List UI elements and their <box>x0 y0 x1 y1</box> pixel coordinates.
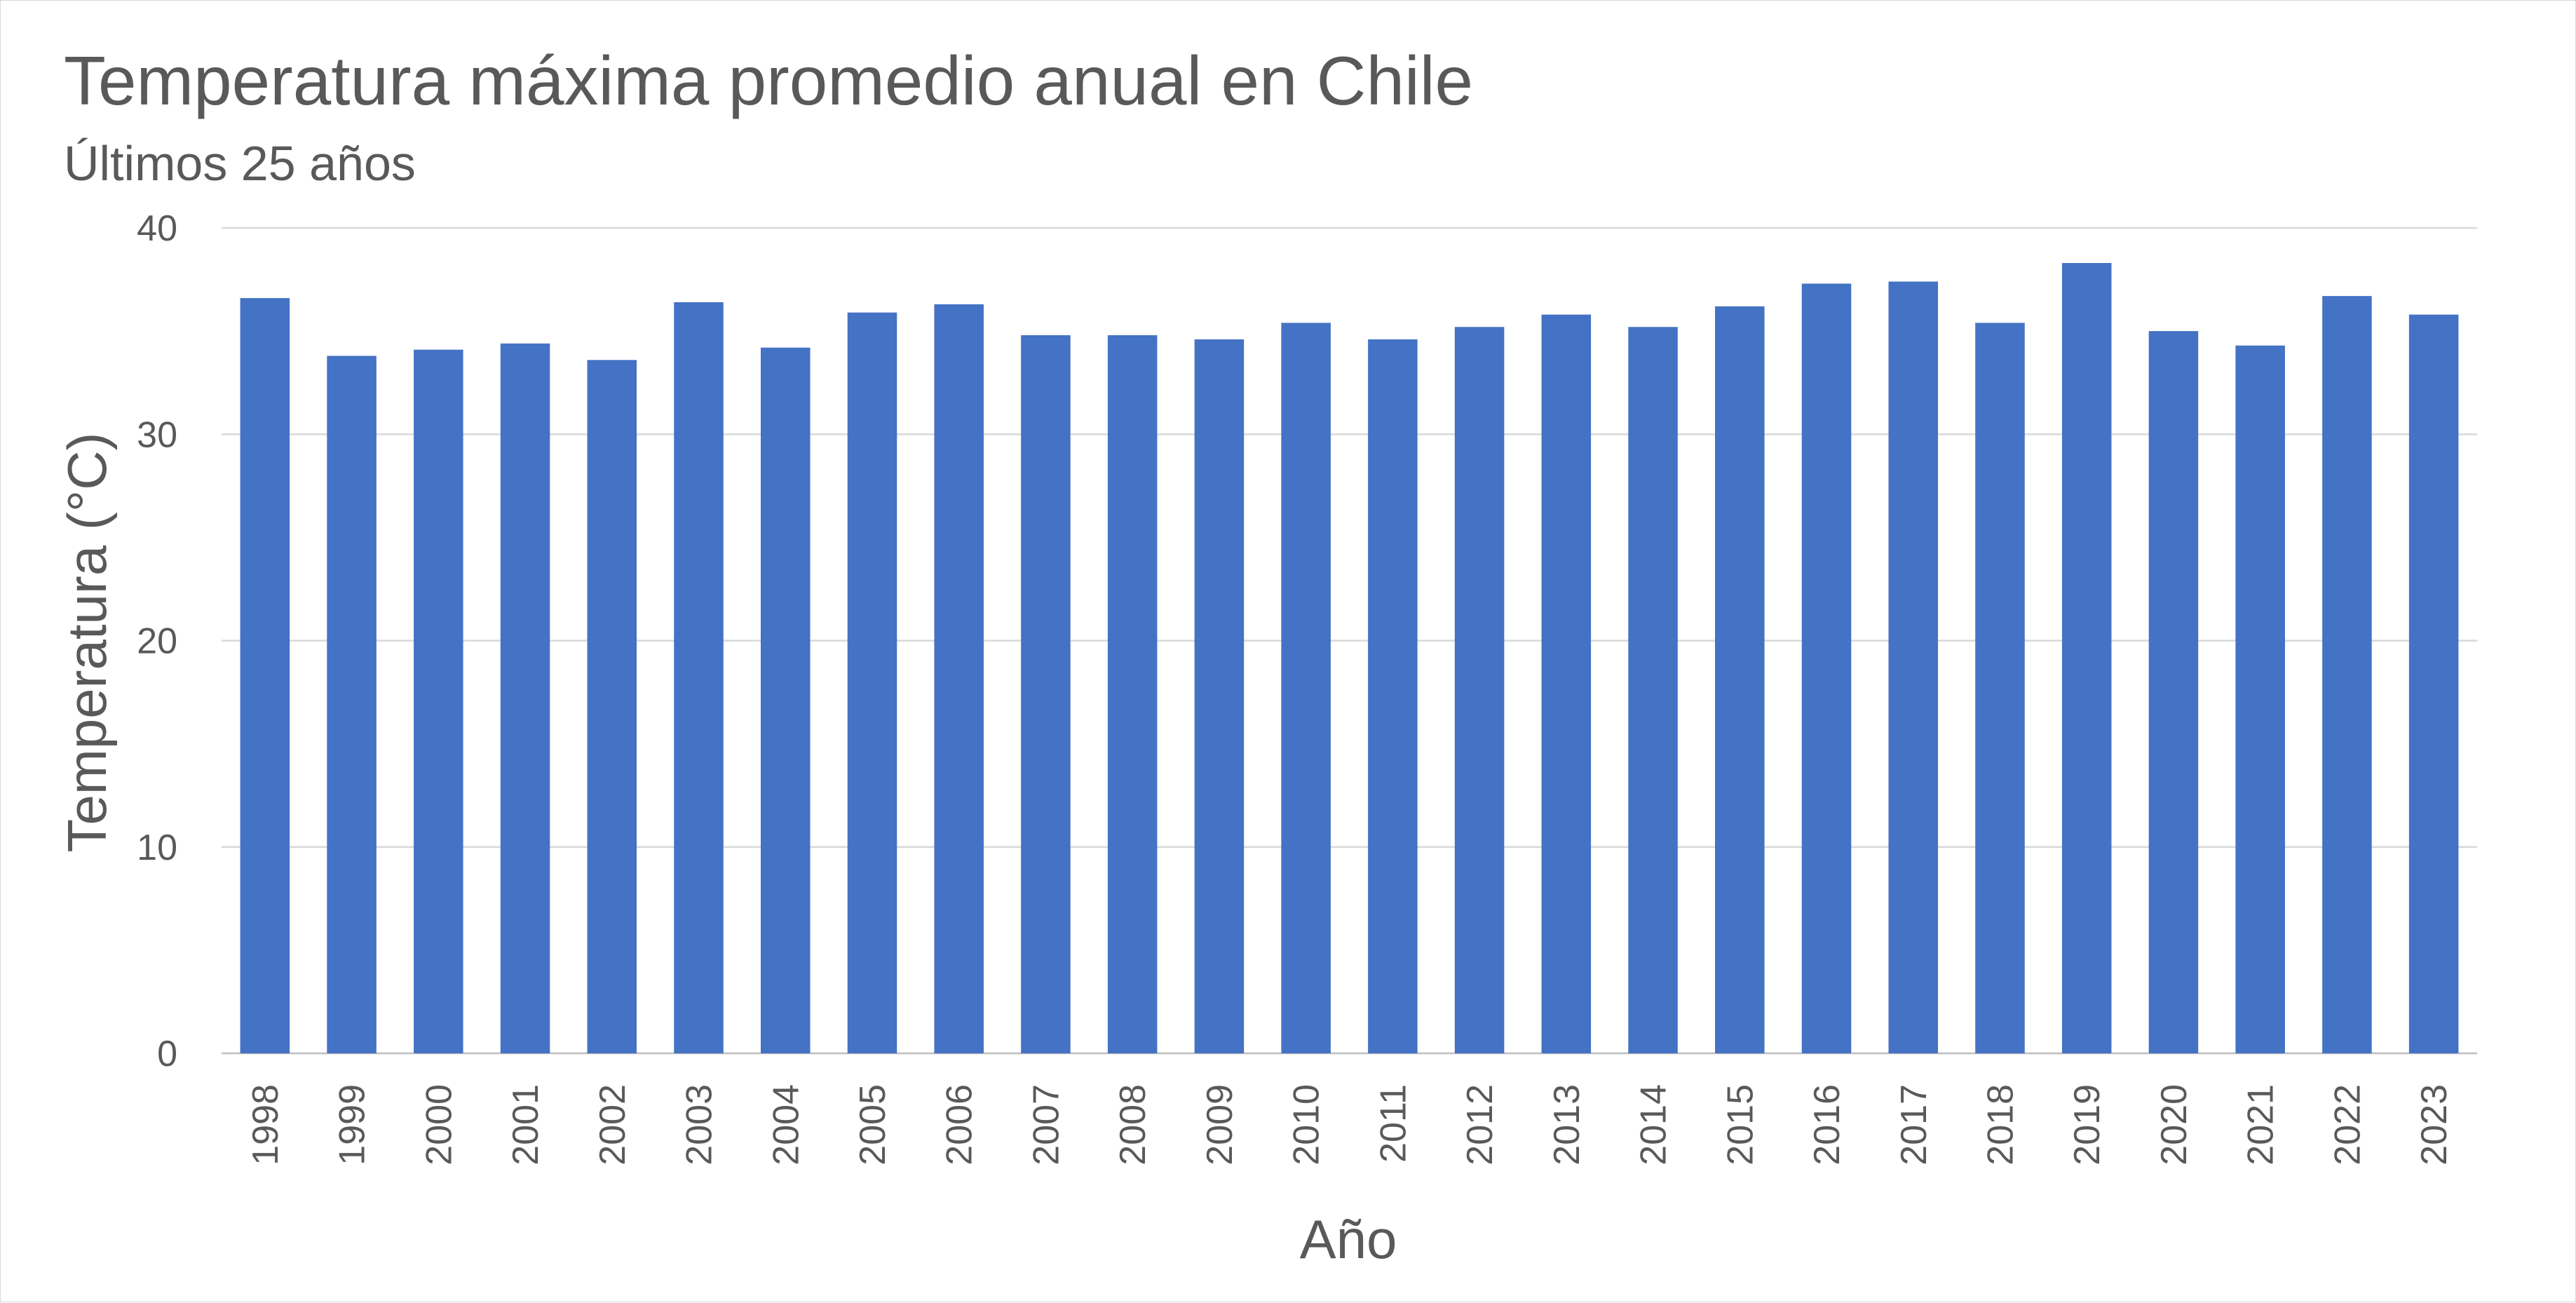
bar-2000 <box>414 349 463 1053</box>
bar-2009 <box>1194 339 1245 1053</box>
x-tick-label: 2000 <box>419 1084 459 1166</box>
x-axis-title: Año <box>1300 1208 1397 1270</box>
x-tick-label: 2014 <box>1634 1084 1674 1166</box>
x-tick-label: 2008 <box>1113 1084 1153 1166</box>
bar-2011 <box>1368 339 1418 1053</box>
x-tick-label: 2004 <box>766 1084 806 1166</box>
bar-2018 <box>1975 323 2025 1054</box>
y-tick-label: 0 <box>157 1034 177 1074</box>
y-axis-title: Temperatura (°C) <box>56 432 118 852</box>
x-tick-label: 2011 <box>1373 1084 1414 1163</box>
x-tick-label: 2020 <box>2154 1084 2195 1166</box>
x-tick-label: 2006 <box>940 1084 980 1166</box>
x-tick-label: 2007 <box>1026 1084 1066 1166</box>
y-axis-ticks: 0 10 20 30 40 <box>137 208 177 1074</box>
bar-2008 <box>1107 335 1158 1053</box>
x-tick-label: 2015 <box>1720 1084 1761 1166</box>
x-tick-label: 2010 <box>1287 1084 1327 1166</box>
x-tick-label: 2003 <box>679 1084 720 1166</box>
gridlines <box>222 227 2477 1055</box>
x-tick-label: 2002 <box>592 1084 633 1166</box>
bar-2023 <box>2408 314 2459 1054</box>
bar-2003 <box>674 302 724 1054</box>
bar-2002 <box>587 360 637 1053</box>
y-tick-label: 10 <box>137 828 177 868</box>
x-tick-label: 2021 <box>2241 1084 2282 1166</box>
x-tick-label: 2018 <box>1980 1084 2021 1166</box>
bar-2005 <box>847 312 897 1054</box>
x-tick-label: 2012 <box>1460 1084 1500 1166</box>
y-tick-label: 40 <box>137 208 177 249</box>
bar-2015 <box>1715 306 1765 1054</box>
bar-2001 <box>500 343 550 1053</box>
y-tick-label: 30 <box>137 414 177 455</box>
chart-title: Temperatura máxima promedio anual en Chi… <box>64 42 1473 119</box>
bar-2016 <box>1801 283 1852 1053</box>
bar-1999 <box>327 356 377 1053</box>
x-tick-label: 1998 <box>245 1084 286 1166</box>
bar-1998 <box>240 298 290 1053</box>
x-tick-label: 2013 <box>1547 1084 1587 1166</box>
bar-2014 <box>1628 327 1678 1053</box>
bar-2019 <box>2061 263 2112 1054</box>
x-tick-label: 2001 <box>506 1084 546 1166</box>
x-tick-label: 2009 <box>1200 1084 1240 1166</box>
x-tick-label: 2017 <box>1894 1084 1934 1166</box>
bar-2017 <box>1888 281 1939 1053</box>
x-tick-label: 1999 <box>332 1084 373 1166</box>
x-tick-label: 2022 <box>2327 1084 2368 1166</box>
y-tick-label: 20 <box>137 621 177 662</box>
bar-2013 <box>1541 314 1592 1054</box>
bar-2020 <box>2148 331 2199 1053</box>
x-tick-label: 2016 <box>1807 1084 1848 1166</box>
bar-2007 <box>1021 335 1071 1053</box>
bars <box>240 263 2459 1054</box>
bar-2021 <box>2235 345 2285 1053</box>
chart-subtitle: Últimos 25 años <box>64 136 416 191</box>
bar-2006 <box>934 304 984 1053</box>
bar-2022 <box>2322 296 2372 1053</box>
x-axis-ticks: 1998 1999 2000 2001 2002 2003 2004 2005 2006 2007… <box>245 1084 2455 1166</box>
x-tick-label: 2019 <box>2067 1084 2108 1166</box>
bar-2004 <box>760 347 811 1053</box>
x-tick-label: 2023 <box>2414 1084 2455 1166</box>
x-tick-label: 2005 <box>853 1084 893 1166</box>
bar-2012 <box>1454 327 1505 1053</box>
bar-2010 <box>1281 323 1331 1054</box>
